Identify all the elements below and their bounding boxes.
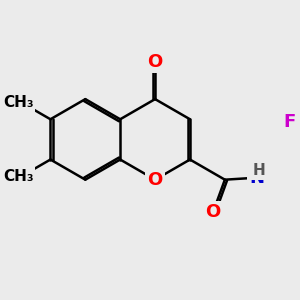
Text: N: N: [250, 169, 265, 187]
Text: O: O: [205, 203, 220, 221]
Text: CH₃: CH₃: [3, 169, 34, 184]
Text: O: O: [148, 53, 163, 71]
Text: CH₃: CH₃: [3, 95, 34, 110]
Text: F: F: [284, 113, 296, 131]
Text: O: O: [148, 171, 163, 189]
Text: H: H: [252, 163, 265, 178]
